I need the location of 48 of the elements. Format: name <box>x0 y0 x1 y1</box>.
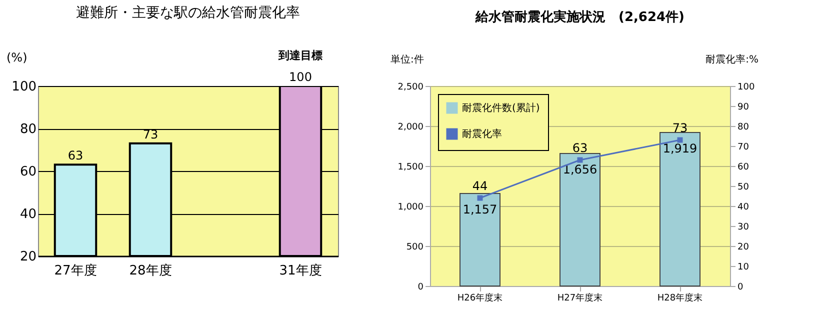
annotation: 到達目標 <box>278 49 322 62</box>
y-tick-label: 40 <box>20 207 36 222</box>
y-axis-title: (%) <box>6 50 28 64</box>
x-tick-label: H27年度末 <box>557 292 603 304</box>
y-axis-title: 単位:件 <box>390 54 424 66</box>
chart-title: 給水管耐震化実施状況 (2,624件) <box>474 9 685 25</box>
y-tick-label: 80 <box>20 122 36 137</box>
x-tick-label: H26年度末 <box>457 292 503 304</box>
data-label: 1,656 <box>562 162 598 177</box>
y2-tick-label: 90 <box>738 102 750 112</box>
bar <box>660 132 700 286</box>
data-label: 73 <box>672 121 688 135</box>
data-label: 63 <box>572 141 588 155</box>
y2-tick-label: 50 <box>738 182 750 192</box>
y2-tick-label: 0 <box>738 282 744 292</box>
y-tick-label: 100 <box>12 80 36 94</box>
y-tick-label: 60 <box>20 164 36 180</box>
data-label: 100 <box>289 70 312 84</box>
y2-tick-label: 40 <box>738 202 750 212</box>
y2-tick-label: 20 <box>738 242 750 252</box>
y-tick-label: 20 <box>20 250 36 264</box>
legend-label: 耐震化率 <box>462 128 502 140</box>
y-tick-label: 1,500 <box>398 162 424 172</box>
bar <box>560 153 600 286</box>
y-tick-label: 1,000 <box>398 202 424 212</box>
data-label: 73 <box>142 127 158 142</box>
y2-tick-label: 30 <box>738 222 750 232</box>
y2-tick-label: 70 <box>738 142 750 152</box>
bar <box>460 192 500 286</box>
y-tick-label: 2,500 <box>398 82 424 92</box>
x-tick-label: 31年度 <box>279 262 322 278</box>
y-tick-label: 2,000 <box>398 122 424 132</box>
data-label: 44 <box>472 179 488 193</box>
x-tick-label: 28年度 <box>129 262 172 278</box>
data-label: 1,157 <box>462 202 498 216</box>
y2-tick-label: 80 <box>738 122 750 132</box>
data-label: 1,919 <box>662 141 698 156</box>
y2-tick-label: 100 <box>738 82 755 92</box>
data-label: 63 <box>68 148 84 163</box>
x-tick-label: 27年度 <box>54 262 97 278</box>
y-tick-label: 500 <box>406 242 424 252</box>
y2-axis-title: 耐震化率:% <box>706 54 758 66</box>
y-tick-label: 0 <box>418 282 424 292</box>
x-tick-label: H28年度末 <box>657 292 703 304</box>
legend-label: 耐震化件数(累計) <box>462 102 540 114</box>
y2-tick-label: 60 <box>738 162 750 172</box>
y2-tick-label: 10 <box>738 262 750 272</box>
chart-title: 避難所・主要な駅の給水管耐震化率 <box>76 5 300 21</box>
